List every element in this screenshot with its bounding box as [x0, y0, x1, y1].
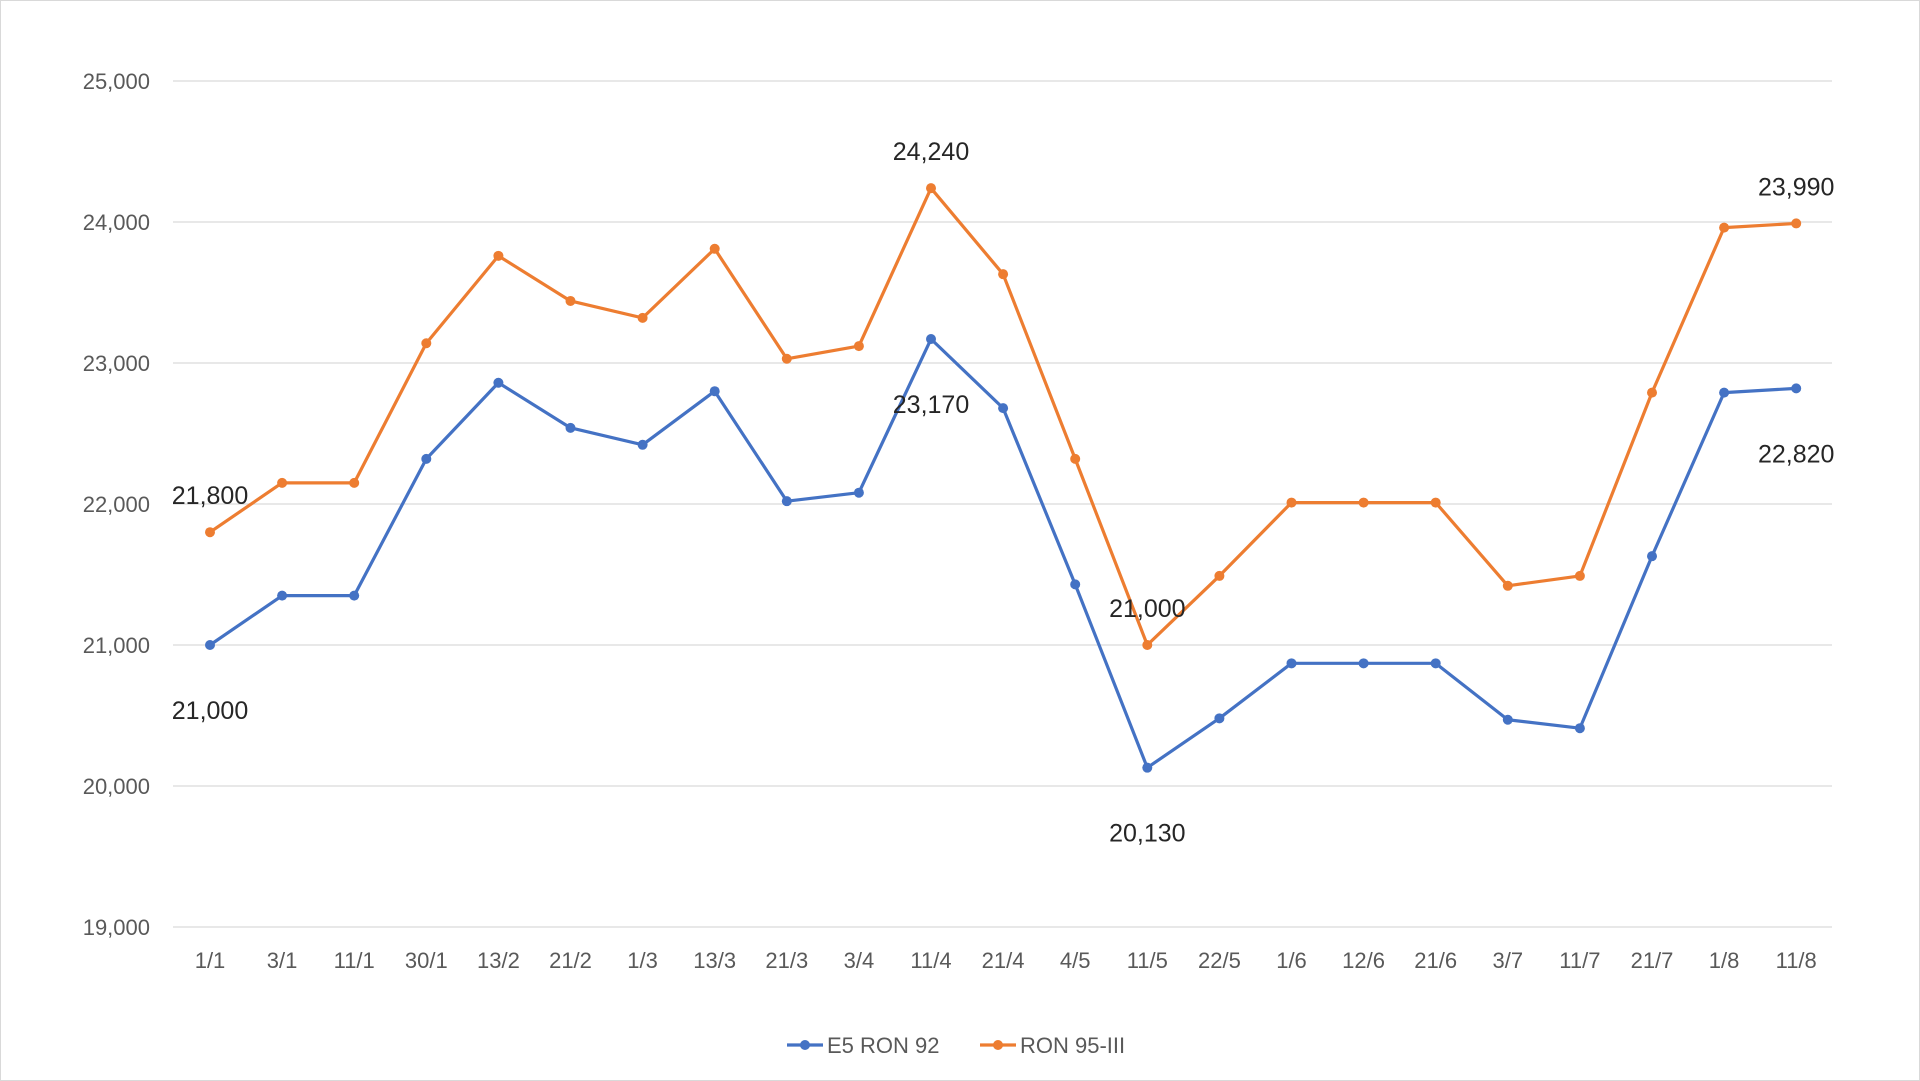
- data-label: 21,800: [172, 482, 248, 510]
- data-point: [1502, 580, 1513, 591]
- y-tick-label: 23,000: [83, 351, 150, 376]
- data-point: [709, 386, 720, 397]
- x-tick-label: 12/6: [1342, 948, 1385, 973]
- data-point: [998, 403, 1009, 414]
- data-point: [349, 477, 360, 488]
- data-point: [926, 334, 936, 345]
- data-label: 21,000: [172, 697, 248, 725]
- x-tick-label: 1/8: [1709, 948, 1740, 973]
- x-tick-label: 1/1: [195, 948, 226, 973]
- data-point: [637, 312, 648, 323]
- data-point: [781, 496, 792, 507]
- y-tick-label: 19,000: [83, 915, 150, 940]
- data-point: [1286, 497, 1297, 508]
- data-label: 23,990: [1758, 173, 1834, 201]
- data-point: [1286, 658, 1297, 669]
- data-point: [421, 453, 432, 464]
- x-tick-label: 21/2: [549, 948, 592, 973]
- x-tick-label: 21/3: [765, 948, 808, 973]
- data-point: [926, 183, 936, 194]
- legend-marker-1: [800, 1040, 810, 1050]
- data-label: 20,130: [1109, 820, 1185, 848]
- data-point: [709, 243, 720, 254]
- data-point: [1502, 714, 1513, 725]
- x-tick-label: 4/5: [1060, 948, 1091, 973]
- data-point: [1574, 723, 1585, 734]
- legend-label-1: E5 RON 92: [827, 1033, 940, 1058]
- data-point: [1574, 570, 1585, 581]
- x-tick-label: 11/5: [1127, 948, 1168, 973]
- x-tick-label: 11/4: [910, 948, 951, 973]
- data-point: [1070, 579, 1081, 590]
- data-point: [349, 590, 360, 601]
- data-point: [1358, 658, 1369, 669]
- x-tick-label: 11/8: [1776, 948, 1817, 973]
- x-tick-label: 22/5: [1198, 948, 1241, 973]
- data-point: [853, 341, 864, 352]
- data-label: 21,000: [1109, 595, 1185, 623]
- data-point: [781, 353, 792, 364]
- data-point: [853, 487, 864, 498]
- x-tick-label: 1/3: [627, 948, 658, 973]
- data-label: 24,240: [893, 138, 969, 166]
- data-point: [493, 377, 504, 388]
- data-point: [1070, 453, 1081, 464]
- data-point: [565, 422, 576, 433]
- data-point: [998, 269, 1009, 280]
- x-tick-label: 21/6: [1414, 948, 1457, 973]
- data-label: 22,820: [1758, 440, 1834, 468]
- data-point: [1142, 640, 1153, 650]
- x-tick-label: 11/7: [1559, 948, 1600, 973]
- data-point: [1214, 570, 1225, 581]
- data-point: [1791, 218, 1802, 229]
- data-label: 23,170: [893, 391, 969, 419]
- data-point: [1142, 762, 1153, 773]
- x-tick-label: 30/1: [405, 948, 448, 973]
- y-tick-label: 22,000: [83, 492, 150, 517]
- x-tick-label: 3/7: [1493, 948, 1524, 973]
- y-tick-label: 24,000: [83, 210, 150, 235]
- legend-marker-2: [993, 1040, 1003, 1050]
- data-point: [1214, 713, 1225, 724]
- data-point: [1719, 387, 1730, 398]
- y-tick-label: 20,000: [83, 774, 150, 799]
- data-point: [1430, 497, 1441, 508]
- x-tick-label: 21/4: [982, 948, 1025, 973]
- data-point: [1430, 658, 1441, 669]
- x-tick-label: 1/6: [1276, 948, 1307, 973]
- y-tick-label: 25,000: [83, 69, 150, 94]
- x-tick-label: 11/1: [334, 948, 375, 973]
- data-point: [1791, 383, 1802, 394]
- data-point: [493, 250, 504, 261]
- x-tick-label: 3/1: [267, 948, 298, 973]
- y-tick-label: 21,000: [83, 633, 150, 658]
- data-point: [421, 338, 432, 349]
- x-tick-label: 3/4: [844, 948, 875, 973]
- data-point: [565, 295, 576, 306]
- data-point: [277, 590, 288, 601]
- legend-label-2: RON 95-III: [1020, 1033, 1125, 1058]
- data-point: [1358, 497, 1369, 508]
- x-tick-label: 13/2: [477, 948, 520, 973]
- data-point: [1647, 387, 1657, 398]
- data-point: [205, 527, 215, 538]
- data-point: [1647, 551, 1657, 562]
- data-point: [637, 439, 648, 450]
- data-point: [205, 640, 215, 650]
- data-point: [1719, 222, 1730, 233]
- x-tick-label: 13/3: [693, 948, 736, 973]
- data-point: [277, 477, 288, 488]
- x-tick-label: 21/7: [1631, 948, 1674, 973]
- series-line-2: [209, 186, 1797, 647]
